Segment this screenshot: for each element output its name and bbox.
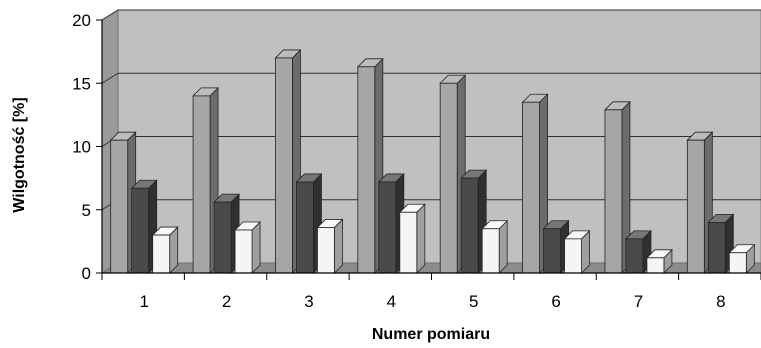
bar-side [334,218,343,274]
x-tick-label: 7 [634,292,643,311]
bar [728,243,756,274]
x-tick-label: 3 [304,292,313,311]
bar-front [131,187,150,274]
x-tick-label: 2 [222,292,231,311]
bar [316,218,344,274]
bar-side [416,203,426,274]
bar-front [234,229,253,274]
x-tick-label: 1 [139,292,148,311]
bar-front [317,227,335,274]
x-axis-title: Numer pomiaru [372,326,490,343]
y-tick-label: 15 [72,74,91,93]
bar [398,203,426,274]
bar-front [686,139,705,274]
bar [151,226,179,274]
bar-front [110,139,129,274]
y-tick-label: 0 [82,264,91,283]
gridline-side [101,9,119,21]
bar-front [275,57,293,274]
bar-front [152,234,171,274]
x-tick-label: 6 [551,292,560,311]
bar-front [728,252,747,274]
bar-front [439,82,458,274]
bar-front [707,221,726,274]
bar [563,229,591,274]
y-tick-labels: 0 5 10 15 20 [72,11,91,283]
bar-front [213,201,232,274]
bar-front [192,95,211,274]
x-tick-labels: 1 2 3 4 5 6 7 8 [139,292,725,311]
bar-front [604,109,623,274]
bar [481,219,509,274]
bar-front [460,177,479,274]
bar [707,213,735,274]
bar-side [498,219,508,274]
bar-front [357,66,376,274]
bar [234,221,262,274]
bar-front [481,228,500,274]
x-tick-label: 8 [716,292,725,311]
bar-front [522,101,540,274]
axes [96,19,761,280]
bar [645,248,673,274]
gridline-side [101,72,119,84]
y-axis-title: Wilgotność [%] [11,97,28,212]
y-tick-label: 5 [82,201,91,220]
bars [109,48,756,274]
bar-front [296,181,314,274]
bar-front [399,211,418,274]
bar-side [251,221,261,274]
bar-front [625,238,644,274]
y-tick-label: 20 [72,11,91,30]
bar-front [378,181,397,274]
x-tick-label: 5 [469,292,478,311]
bar-front [564,238,582,274]
x-tick-label: 4 [387,292,396,311]
y-tick-label: 10 [72,138,91,157]
bar [109,131,137,274]
bar-front [646,257,665,274]
bar-front [543,228,561,274]
